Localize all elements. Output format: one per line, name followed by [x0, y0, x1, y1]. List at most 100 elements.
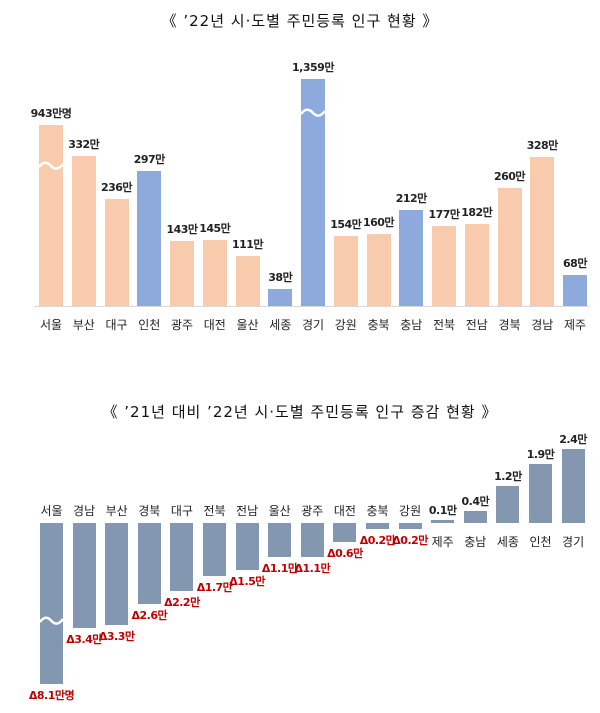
- bar-부산: [71, 155, 96, 306]
- value-label: 332만: [68, 137, 100, 151]
- category-label: 강원: [399, 504, 422, 518]
- value-label: Δ2.6만: [131, 608, 168, 622]
- value-label: 143만: [166, 223, 198, 237]
- bar-경기: [301, 79, 325, 306]
- value-label: 68만: [563, 257, 587, 271]
- bar-전남: [464, 223, 489, 306]
- value-label: Δ0.2만: [359, 534, 396, 548]
- value-label: Δ1.5만: [229, 574, 265, 588]
- category-label: 서울: [39, 318, 63, 332]
- bar-전북: [203, 523, 226, 576]
- bar-경남: [530, 157, 555, 306]
- axis-break-mark: [38, 616, 65, 625]
- bar-울산: [268, 523, 292, 558]
- value-label: 154만: [330, 218, 362, 232]
- axis-break-mark: [300, 108, 326, 117]
- category-label: 경기: [562, 535, 585, 549]
- bar-강원: [398, 523, 422, 530]
- category-label: 부산: [105, 504, 128, 518]
- category-label: 대구: [170, 504, 193, 518]
- bar-광주: [170, 241, 194, 306]
- value-label: 260만: [493, 170, 526, 184]
- bar-경북: [137, 523, 161, 604]
- category-label: 울산: [268, 504, 291, 518]
- category-label: 제주: [431, 535, 454, 549]
- category-label: 세종: [269, 318, 292, 332]
- bar-충남: [399, 209, 424, 306]
- value-label: 38만: [268, 270, 293, 284]
- category-label: 제주: [563, 318, 587, 332]
- value-label: 297만: [133, 153, 166, 167]
- value-label: Δ3.4만: [66, 633, 102, 647]
- value-label: Δ1.1만: [261, 562, 298, 576]
- value-label: Δ1.7만: [196, 580, 233, 594]
- value-label: Δ0.2만: [392, 534, 428, 548]
- category-label: 충북: [367, 318, 390, 332]
- bar-광주: [300, 523, 324, 558]
- category-label: 경북: [498, 318, 521, 332]
- category-label: 인천: [138, 318, 161, 332]
- category-label: 경남: [531, 318, 554, 332]
- category-label: 서울: [40, 504, 63, 518]
- category-label: 부산: [72, 318, 95, 332]
- value-label: 182만: [461, 205, 493, 219]
- value-label: 212만: [395, 191, 428, 205]
- value-label: Δ0.6만: [327, 546, 363, 560]
- value-label: 145만: [199, 222, 231, 236]
- category-label: 전북: [203, 504, 226, 518]
- value-label: 328만: [526, 139, 559, 153]
- value-label: Δ3.3만: [98, 630, 135, 644]
- category-label: 대전: [333, 504, 356, 518]
- bar-충북: [366, 233, 391, 306]
- category-label: 광주: [170, 318, 194, 332]
- category-label: 대전: [203, 318, 226, 332]
- value-label: 1,359만: [292, 61, 334, 74]
- value-label: 1.9만: [526, 448, 555, 462]
- category-label: 강원: [334, 318, 357, 332]
- bar-전북: [432, 225, 456, 306]
- value-label: 943만명: [30, 107, 72, 120]
- bar-서울: [39, 125, 63, 306]
- category-label: 광주: [301, 504, 324, 518]
- bar-강원: [333, 236, 358, 306]
- value-label: 0.1만: [428, 503, 457, 517]
- bar-제주: [431, 519, 455, 523]
- bar-세종: [496, 485, 520, 523]
- bar-경기: [561, 448, 585, 523]
- bar-경북: [497, 188, 522, 306]
- baseline: [34, 306, 590, 307]
- chart1-title: 《 ’22년 시·도별 주민등록 인구 현황 》: [161, 12, 439, 30]
- bar-부산: [105, 523, 129, 626]
- value-label: 111만: [231, 237, 264, 251]
- value-label: 2.4만: [559, 432, 587, 446]
- category-label: 충북: [366, 504, 389, 518]
- category-label: 세종: [496, 535, 519, 549]
- bar-전남: [235, 523, 259, 570]
- value-label: Δ2.2만: [164, 596, 200, 610]
- category-label: 대구: [105, 318, 128, 332]
- value-label: 160만: [362, 215, 395, 229]
- bar-충남: [463, 510, 487, 523]
- chart2-title: 《 ’21년 대비 ’22년 시·도별 주민등록 인구 증감 현황 》: [102, 403, 498, 421]
- bar-대구: [170, 523, 194, 592]
- bar-인천: [529, 464, 552, 523]
- category-label: 경기: [301, 318, 325, 332]
- value-label: 236만: [100, 181, 133, 195]
- value-label: 1.2만: [494, 469, 522, 483]
- category-label: 충남: [464, 535, 487, 549]
- bar-서울: [40, 523, 63, 684]
- category-label: 울산: [236, 318, 259, 332]
- category-label: 전남: [465, 318, 488, 332]
- value-label: Δ8.1만명: [28, 689, 75, 702]
- value-label: Δ1.1만: [294, 562, 331, 576]
- bar-충북: [366, 523, 389, 530]
- axis-break-mark: [38, 161, 64, 170]
- bar-대전: [333, 523, 357, 542]
- bar-인천: [137, 171, 162, 306]
- bar-울산: [235, 255, 260, 306]
- category-label: 경북: [138, 504, 161, 518]
- bar-대전: [202, 240, 227, 306]
- value-label: 177만: [428, 207, 460, 221]
- bar-대구: [104, 199, 129, 306]
- bar-경남: [72, 523, 96, 629]
